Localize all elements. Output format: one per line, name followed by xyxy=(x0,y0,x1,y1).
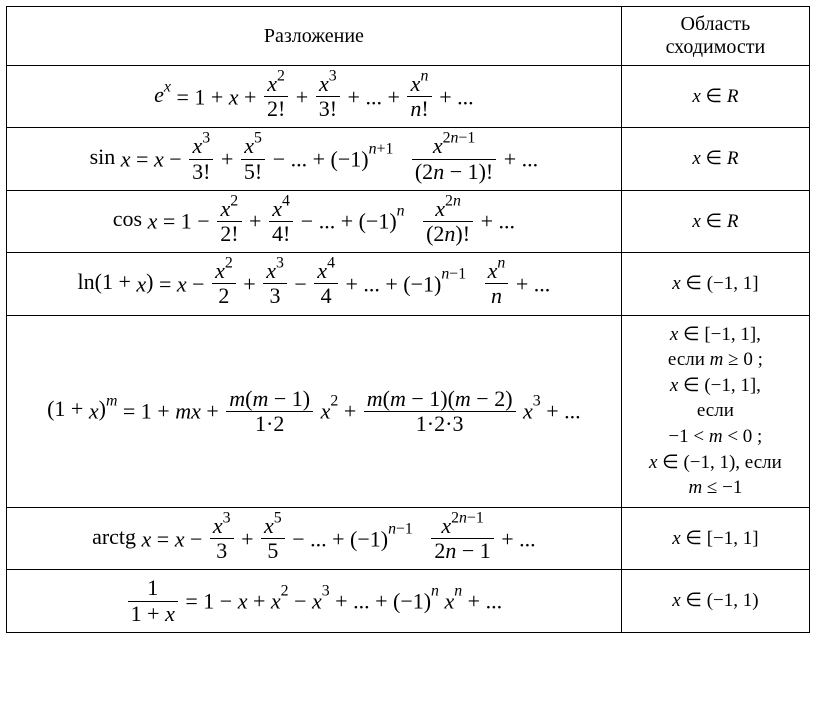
convergence-exp: x ∈ R xyxy=(621,66,809,128)
table-row: (1 + x)m = 1 + mx + m(m − 1)1·2 x2 + m(m… xyxy=(7,315,810,507)
series-table: Разложение Область сходимости ex = 1 + x… xyxy=(6,6,810,633)
expansion-cos: cos x = 1 − x22! + x44! − ... + (−1)n x2… xyxy=(7,190,622,252)
header-row: Разложение Область сходимости xyxy=(7,7,810,66)
expansion-exp: ex = 1 + x + x22! + x33! + ... + xnn! + … xyxy=(7,66,622,128)
expansion-ln: ln(1 + x) = x − x22 + x33 − x44 + ... + … xyxy=(7,253,622,315)
table-row: ln(1 + x) = x − x22 + x33 − x44 + ... + … xyxy=(7,253,810,315)
convergence-cos: x ∈ R xyxy=(621,190,809,252)
convergence-arctg: x ∈ [−1, 1] xyxy=(621,507,809,569)
header-expansion: Разложение xyxy=(7,7,622,66)
expansion-binom: (1 + x)m = 1 + mx + m(m − 1)1·2 x2 + m(m… xyxy=(7,315,622,507)
expansion-sin: sin x = x − x33! + x55! − ... + (−1)n+1 … xyxy=(7,128,622,190)
table-row: cos x = 1 − x22! + x44! − ... + (−1)n x2… xyxy=(7,190,810,252)
expansion-arctg: arctg x = x − x33 + x55 − ... + (−1)n−1 … xyxy=(7,507,622,569)
convergence-geom: x ∈ (−1, 1) xyxy=(621,570,809,632)
table-row: sin x = x − x33! + x55! − ... + (−1)n+1 … xyxy=(7,128,810,190)
convergence-binom: x ∈ [−1, 1], если m ≥ 0 ; x ∈ (−1, 1], е… xyxy=(621,315,809,507)
expansion-geom: 11 + x = 1 − x + x2 − x3 + ... + (−1)n x… xyxy=(7,570,622,632)
convergence-ln: x ∈ (−1, 1] xyxy=(621,253,809,315)
table-row: ex = 1 + x + x22! + x33! + ... + xnn! + … xyxy=(7,66,810,128)
table-row: arctg x = x − x33 + x55 − ... + (−1)n−1 … xyxy=(7,507,810,569)
header-convergence: Область сходимости xyxy=(621,7,809,66)
table-row: 11 + x = 1 − x + x2 − x3 + ... + (−1)n x… xyxy=(7,570,810,632)
convergence-sin: x ∈ R xyxy=(621,128,809,190)
